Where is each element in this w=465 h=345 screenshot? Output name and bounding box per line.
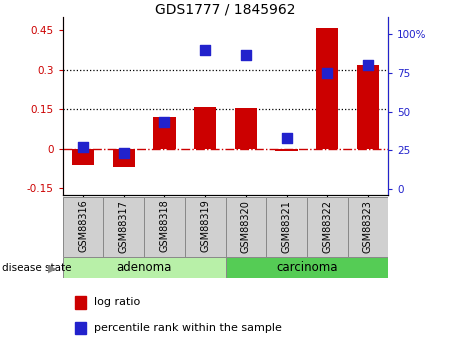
Bar [63,257,226,278]
Point [161,120,168,125]
Bar [226,197,266,257]
Bar [185,197,226,257]
Bar [235,108,257,149]
Bar [72,149,94,165]
Point [120,151,127,156]
Point [242,52,250,57]
Title: GDS1777 / 1845962: GDS1777 / 1845962 [155,2,296,16]
Point [364,62,372,68]
Bar [316,28,339,149]
Text: GSM88322: GSM88322 [322,200,332,253]
Text: GSM88316: GSM88316 [78,200,88,253]
Bar [266,197,307,257]
Bar [74,322,86,334]
Point [324,70,331,76]
Text: GSM88321: GSM88321 [281,200,292,253]
Text: adenoma: adenoma [116,261,172,274]
Bar [113,149,135,167]
Text: percentile rank within the sample: percentile rank within the sample [94,323,282,333]
Point [80,145,87,150]
Text: ▶: ▶ [48,264,57,273]
Text: GSM88320: GSM88320 [241,200,251,253]
Bar [74,296,86,309]
Bar [194,107,216,149]
Bar [226,257,388,278]
Bar [153,117,176,149]
Bar [347,197,388,257]
Text: carcinoma: carcinoma [276,261,338,274]
Bar [357,65,379,149]
Text: GSM88317: GSM88317 [119,200,129,253]
Bar [103,197,144,257]
Text: GSM88323: GSM88323 [363,200,373,253]
Bar [275,149,298,151]
Bar [144,197,185,257]
Text: disease state: disease state [2,264,72,273]
Text: log ratio: log ratio [94,297,140,307]
Text: GSM88318: GSM88318 [159,200,170,253]
Bar [307,197,347,257]
Point [283,135,290,141]
Point [201,47,209,53]
Bar [63,197,103,257]
Text: GSM88319: GSM88319 [200,200,210,253]
